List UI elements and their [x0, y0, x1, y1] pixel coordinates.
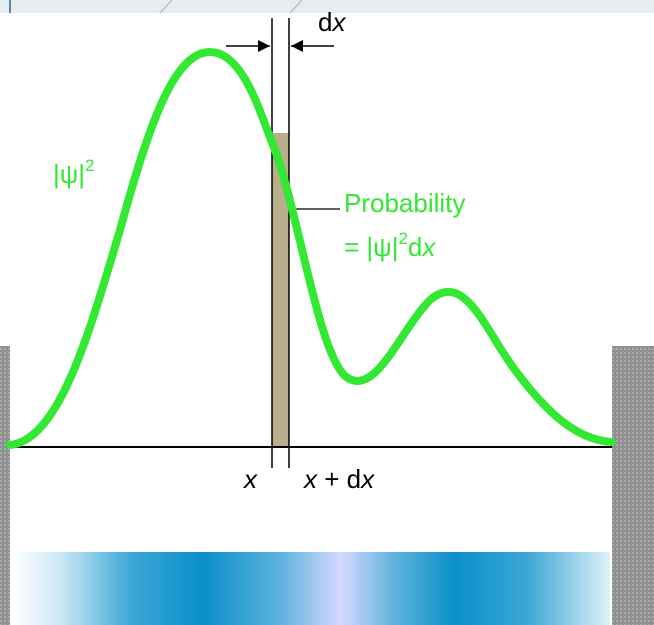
dx-width-label-var: x: [330, 7, 346, 37]
left-wall: [0, 346, 10, 625]
probability-eq-exponent: 2: [398, 229, 407, 248]
dx-width-label-d: d: [318, 7, 332, 37]
dx-right-arrowhead: [291, 40, 303, 52]
x-plus-dx-label: x + dx: [302, 464, 375, 494]
curve-label-base: |ψ|: [53, 159, 85, 189]
probability-density-curve: [6, 48, 616, 449]
dx-width-label: dx: [318, 7, 346, 37]
x-plus-dx-mid: + d: [317, 464, 361, 494]
dx-left-arrowhead: [258, 40, 270, 52]
curve-label-exponent: 2: [85, 156, 94, 175]
x-plus-dx-var1: x: [302, 464, 318, 494]
probability-eq-d: d: [408, 232, 422, 262]
top-bar-divider: [289, 0, 303, 14]
probability-equation: = |ψ|2dx: [344, 229, 436, 262]
curve-label: |ψ|2: [53, 156, 95, 189]
probability-eq-prefix: = |ψ|: [344, 232, 398, 262]
right-wall: [612, 346, 654, 625]
x-plus-dx-var2: x: [359, 464, 375, 494]
top-bar-divider: [159, 0, 173, 14]
probability-eq-var: x: [420, 232, 436, 262]
x-position-label: x: [242, 464, 258, 494]
probability-strip: [272, 133, 289, 447]
probability-title: Probability: [344, 188, 465, 218]
blue-band: [12, 552, 610, 625]
